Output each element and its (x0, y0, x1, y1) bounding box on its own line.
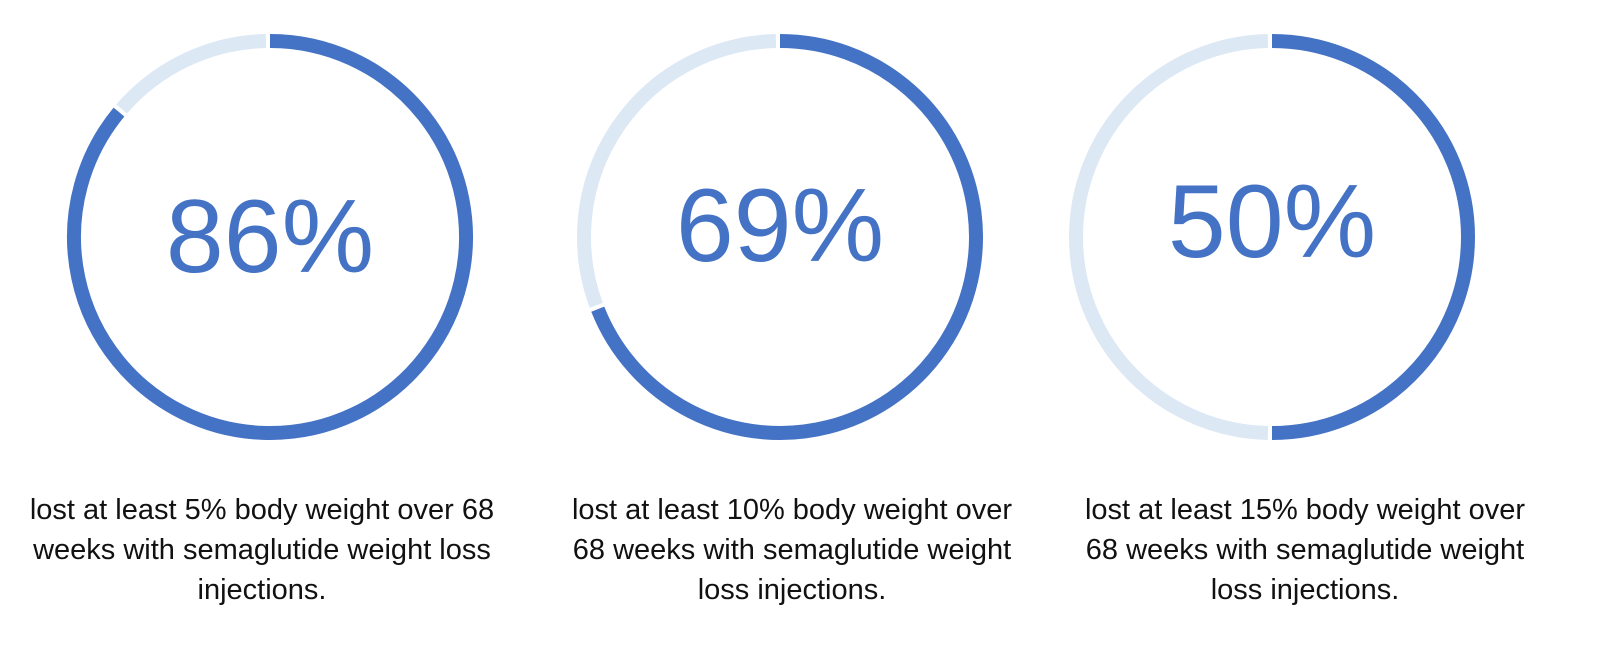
percent-label: 69% (676, 168, 884, 284)
rings: 86% 69% 50% (67, 34, 1475, 440)
ring-track (116, 34, 267, 114)
percent-label: 50% (1168, 164, 1376, 280)
ring-progress (591, 34, 983, 440)
ring-progress (1271, 34, 1475, 440)
percent-label: 86% (166, 179, 374, 295)
ring-track (577, 34, 777, 308)
caption: lost at least 10% body weight over 68 we… (571, 494, 1013, 606)
ring-track (1069, 34, 1269, 440)
ring-progress (67, 34, 473, 440)
caption: lost at least 15% body weight over 68 we… (1084, 494, 1526, 606)
caption: lost at least 5% body weight over 68 wee… (29, 494, 495, 606)
